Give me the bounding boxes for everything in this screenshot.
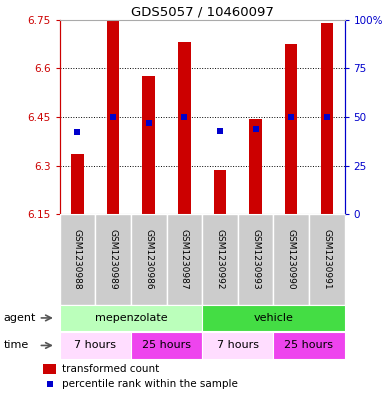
Text: GSM1230990: GSM1230990 (287, 229, 296, 290)
Text: agent: agent (4, 313, 36, 323)
Title: GDS5057 / 10460097: GDS5057 / 10460097 (131, 6, 274, 18)
Text: mepenzolate: mepenzolate (95, 313, 167, 323)
Bar (131, 214, 166, 305)
Text: GSM1230993: GSM1230993 (251, 229, 260, 290)
Text: GSM1230987: GSM1230987 (180, 229, 189, 290)
Bar (44, 364, 55, 374)
Text: transformed count: transformed count (62, 364, 159, 374)
Bar (202, 214, 238, 305)
Bar (131, 332, 202, 359)
Text: 25 hours: 25 hours (142, 340, 191, 351)
Bar (321, 23, 333, 214)
Bar (202, 305, 345, 331)
Text: GSM1230986: GSM1230986 (144, 229, 153, 290)
Bar (107, 20, 119, 214)
Text: GSM1230992: GSM1230992 (216, 229, 224, 290)
Bar (60, 214, 95, 305)
Text: GSM1230989: GSM1230989 (109, 229, 117, 290)
Bar (285, 44, 297, 214)
Text: GSM1230991: GSM1230991 (322, 229, 331, 290)
Bar (273, 214, 309, 305)
Bar (309, 214, 345, 305)
Text: 7 hours: 7 hours (217, 340, 259, 351)
Text: time: time (4, 340, 29, 351)
Bar (60, 305, 202, 331)
Text: 7 hours: 7 hours (74, 340, 116, 351)
Bar (95, 214, 131, 305)
Bar (60, 332, 131, 359)
Bar (238, 214, 273, 305)
Bar (166, 214, 202, 305)
Bar (71, 154, 84, 214)
Bar (142, 76, 155, 214)
Bar (249, 119, 262, 214)
Bar (202, 332, 273, 359)
Text: percentile rank within the sample: percentile rank within the sample (62, 379, 238, 389)
Bar (273, 332, 345, 359)
Text: GSM1230988: GSM1230988 (73, 229, 82, 290)
Bar (178, 42, 191, 214)
Bar (214, 171, 226, 214)
Text: 25 hours: 25 hours (285, 340, 333, 351)
Text: vehicle: vehicle (253, 313, 293, 323)
